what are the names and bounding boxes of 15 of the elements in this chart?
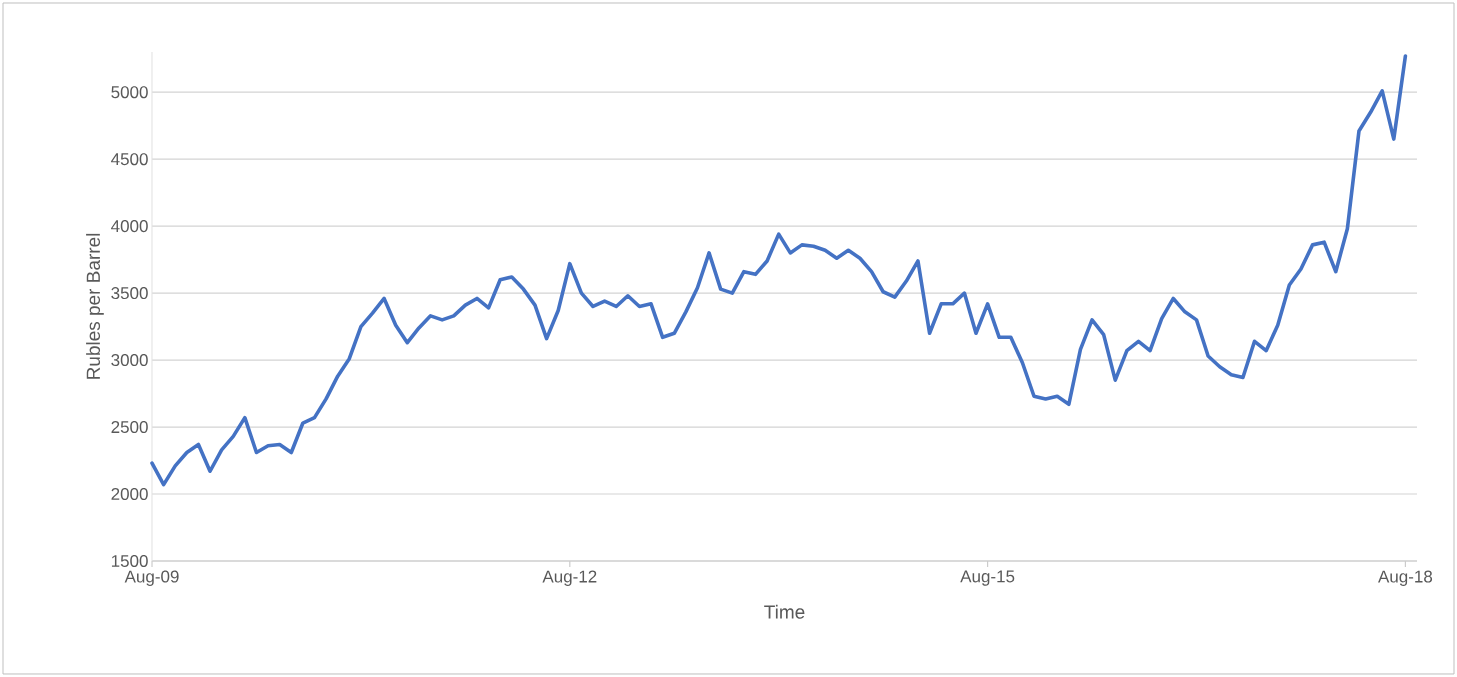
y-tick-label: 5000: [111, 86, 148, 99]
y-tick-label: 2500: [111, 421, 148, 434]
y-tick-label: 2000: [111, 487, 148, 501]
y-tick-label: 4000: [111, 220, 148, 233]
y-tick-label: 4500: [111, 153, 148, 166]
y-tick-label: 1500: [111, 554, 148, 568]
x-tick-label: Aug-15: [960, 570, 1015, 586]
x-tick-label: Aug-18: [1378, 570, 1433, 586]
y-tick-label: 3000: [111, 354, 148, 367]
x-axis-title: Time: [764, 604, 805, 619]
y-tick-label: 3500: [111, 287, 148, 300]
x-tick-label: Aug-09: [124, 570, 179, 586]
line-series: [150, 54, 1408, 487]
x-tick-label: Aug-12: [542, 570, 597, 586]
y-axis-title: Rubles per Barrel: [86, 233, 104, 379]
